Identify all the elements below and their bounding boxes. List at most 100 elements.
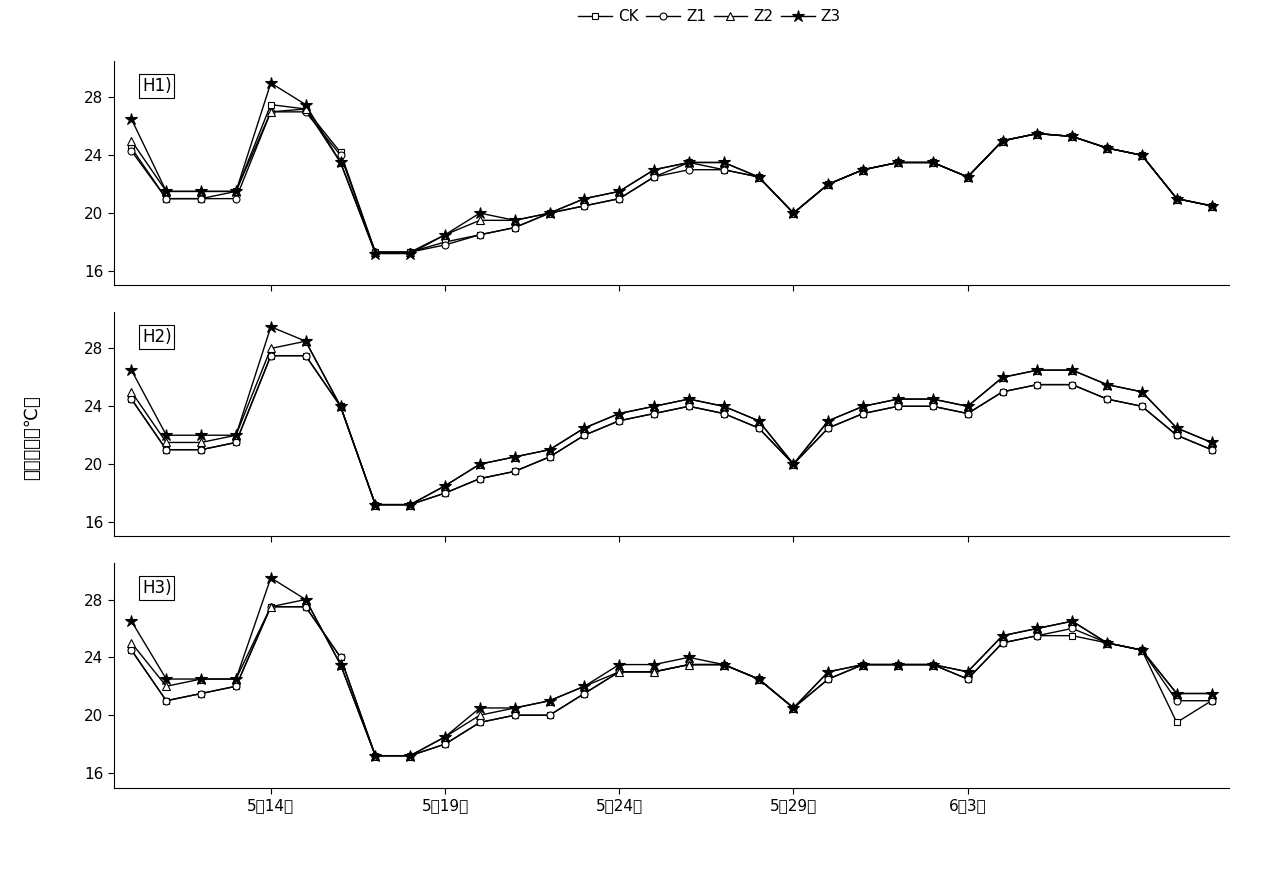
- Line: Z1: Z1: [128, 108, 1215, 255]
- Z3: [194, 430, 209, 440]
- Z2: [716, 660, 731, 670]
- Line: Z2: Z2: [127, 595, 1216, 760]
- Z2: [821, 178, 836, 189]
- Z2: [891, 158, 906, 168]
- Z2: [437, 732, 452, 742]
- CK: [473, 229, 488, 240]
- Z2: [1204, 200, 1219, 211]
- CK: [1100, 143, 1115, 153]
- CK: [473, 473, 488, 484]
- Z1: [960, 674, 976, 684]
- CK: [646, 667, 661, 677]
- Z3: [542, 208, 557, 219]
- Z2: [1169, 193, 1185, 204]
- Z3: [333, 401, 348, 411]
- Z1: [612, 416, 627, 426]
- Z2: [646, 667, 661, 677]
- Z1: [891, 158, 906, 168]
- Z3: [1134, 387, 1149, 397]
- Z3: [298, 100, 313, 110]
- CK: [437, 738, 452, 749]
- Line: CK: CK: [128, 353, 1215, 508]
- Z1: [821, 423, 836, 433]
- Z2: [1100, 380, 1115, 390]
- CK: [473, 718, 488, 728]
- Z3: [821, 178, 836, 189]
- Z2: [612, 409, 627, 419]
- Z3: [960, 667, 976, 677]
- Line: Z2: Z2: [127, 105, 1216, 256]
- Z2: [646, 401, 661, 411]
- Z3: [891, 158, 906, 168]
- Z2: [751, 416, 767, 426]
- Z2: [298, 594, 313, 605]
- CK: [960, 409, 976, 419]
- CK: [821, 674, 836, 684]
- Z2: [995, 630, 1010, 640]
- CK: [576, 430, 592, 440]
- Z1: [158, 193, 174, 204]
- Z1: [298, 601, 313, 612]
- CK: [682, 660, 697, 670]
- Z2: [542, 208, 557, 219]
- Z1: [995, 387, 1010, 397]
- Z3: [1204, 200, 1219, 211]
- Z3: [158, 674, 174, 684]
- Z2: [786, 703, 801, 713]
- Z2: [403, 751, 418, 761]
- CK: [228, 186, 243, 197]
- Z2: [1064, 616, 1079, 626]
- Z2: [333, 401, 348, 411]
- CK: [960, 674, 976, 684]
- Z1: [473, 229, 488, 240]
- Z2: [194, 438, 209, 448]
- CK: [855, 409, 870, 419]
- Z3: [925, 158, 940, 168]
- Z1: [1064, 623, 1079, 634]
- Z3: [542, 696, 557, 706]
- Z2: [1134, 645, 1149, 655]
- CK: [1064, 630, 1079, 640]
- Z3: [264, 321, 279, 332]
- CK: [158, 193, 174, 204]
- Z1: [891, 401, 906, 411]
- Z2: [576, 681, 592, 691]
- Z1: [1100, 394, 1115, 404]
- Z2: [507, 703, 522, 713]
- Z3: [1064, 131, 1079, 142]
- Z3: [786, 458, 801, 469]
- Z3: [298, 594, 313, 605]
- Z1: [682, 401, 697, 411]
- Z1: [786, 703, 801, 713]
- Z3: [507, 452, 522, 462]
- Z1: [612, 193, 627, 204]
- Z1: [264, 107, 279, 117]
- Z2: [1030, 129, 1045, 139]
- Z1: [228, 681, 243, 691]
- Z2: [158, 438, 174, 448]
- Z2: [333, 158, 348, 168]
- Z3: [1100, 638, 1115, 648]
- CK: [194, 689, 209, 699]
- Z1: [855, 660, 870, 670]
- CK: [995, 387, 1010, 397]
- Z2: [682, 660, 697, 670]
- CK: [891, 660, 906, 670]
- Z3: [995, 372, 1010, 382]
- Z3: [716, 158, 731, 168]
- Z2: [228, 674, 243, 684]
- Z3: [507, 703, 522, 713]
- CK: [960, 172, 976, 182]
- Z1: [194, 444, 209, 455]
- Z3: [403, 500, 418, 510]
- CK: [367, 500, 383, 510]
- Z2: [1064, 365, 1079, 375]
- Z2: [437, 229, 452, 240]
- CK: [612, 416, 627, 426]
- Z1: [194, 689, 209, 699]
- CK: [891, 401, 906, 411]
- Z3: [646, 660, 661, 670]
- Z3: [298, 336, 313, 346]
- CK: [716, 409, 731, 419]
- Z3: [437, 229, 452, 240]
